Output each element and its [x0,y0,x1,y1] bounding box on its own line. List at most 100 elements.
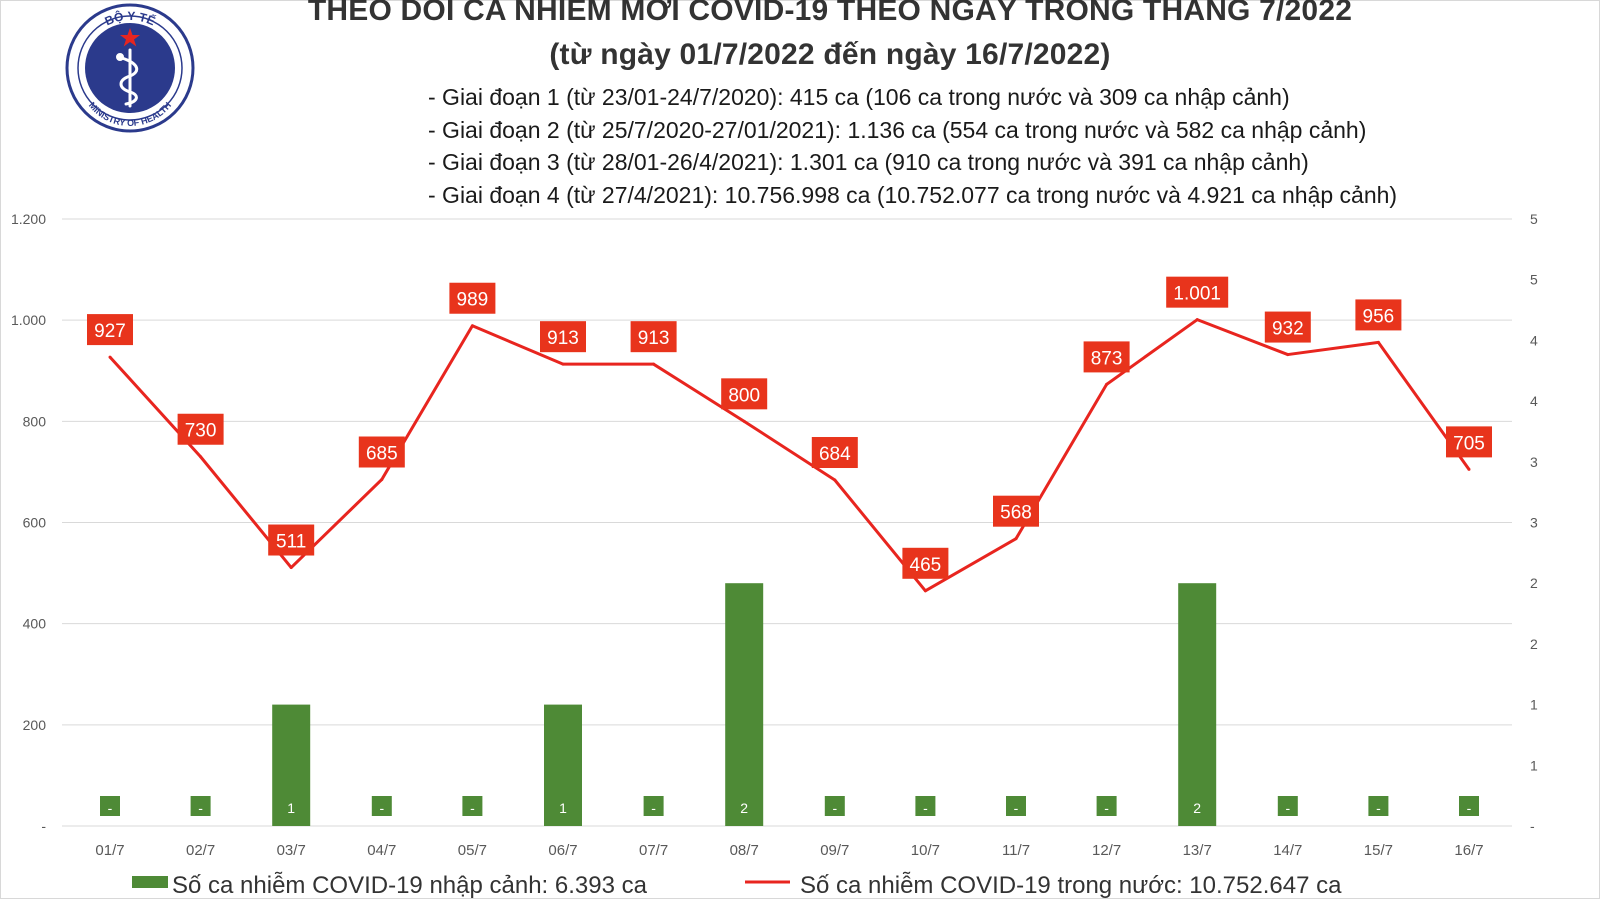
x-axis-tick: 11/7 [1002,842,1030,859]
bar-imported-cases [1178,583,1217,826]
right-axis-tick: 2 [1530,575,1538,591]
phase-2-summary: - Giai đoạn 2 (từ 25/7/2020-27/01/2021):… [428,117,1367,143]
line-point [652,362,656,366]
phase-4-summary: - Giai đoạn 4 (từ 27/4/2021): 10.756.998… [428,182,1398,208]
bar-imported-cases [272,704,311,826]
bar-data-label: - [1014,800,1019,816]
x-axis-tick: 01/7 [95,842,124,859]
bar-zero-marker [1277,796,1298,816]
right-axis-tick: 5 [1530,211,1538,227]
x-axis-tick: 03/7 [277,842,306,859]
left-axis-tick: 1.200 [11,211,46,227]
line-data-label: 684 [819,444,851,465]
bar-zero-marker [100,796,120,816]
left-axis-tick: 800 [23,413,47,429]
bar-data-label: - [108,800,113,816]
x-axis-tick: 16/7 [1454,842,1483,859]
line-label-box [449,282,496,314]
line-point [1286,353,1290,357]
x-axis-tick: 15/7 [1364,842,1393,859]
line-label-box [268,524,315,556]
line-label-box [540,321,586,353]
right-axis-tick: 1 [1530,757,1538,773]
line-data-label: 511 [276,532,306,553]
line-label-box [358,436,405,468]
line-point [199,455,203,459]
x-axis-tick: 08/7 [730,842,759,859]
line-label-box [177,413,224,445]
bar-data-label: - [651,800,656,816]
bar-data-label: 1 [287,800,295,816]
line-label-box [87,314,133,346]
star-icon [120,28,140,47]
line-data-label: 873 [1091,348,1123,369]
line-point [742,419,746,423]
bar-zero-marker [1096,796,1117,816]
right-axis-tick: 3 [1530,454,1538,470]
bar-data-label: - [1376,800,1381,816]
line-data-label: 730 [185,421,217,442]
line-data-label: 913 [638,328,670,349]
x-axis-tick: 09/7 [820,842,849,859]
left-axis-tick: 200 [23,717,47,733]
bar-zero-marker [190,796,211,816]
bar-zero-marker [1368,796,1389,816]
x-axis-tick: 10/7 [911,842,940,859]
x-axis-tick: 14/7 [1273,842,1302,859]
bar-zero-marker [1459,796,1479,816]
bar-data-label: 2 [740,800,748,816]
left-axis-tick: 1.000 [11,312,46,328]
line-label-box [811,437,858,469]
line-data-label: 568 [1000,503,1032,524]
phase-1-summary: - Giai đoạn 1 (từ 23/01-24/7/2020): 415 … [428,84,1290,110]
line-data-label: 465 [910,555,942,576]
bar-data-label: - [198,800,203,816]
line-data-label: 956 [1363,306,1395,327]
right-axis-tick: 3 [1530,515,1538,531]
line-label-box [1355,299,1402,331]
bar-zero-marker [824,796,845,816]
x-axis-tick: 06/7 [548,842,577,859]
legend-swatch-imported [132,876,168,888]
bar-zero-marker [1006,796,1026,816]
legend-label-imported: Số ca nhiễm COVID-19 nhập cảnh: 6.393 ca [172,872,648,899]
line-point [923,589,927,593]
right-axis-tick: 2 [1530,636,1538,652]
chart-title: THEO DÕI CA NHIỄM MỚI COVID-19 THEO NGÀY… [307,0,1353,27]
line-point [1376,340,1380,344]
line-data-label: 705 [1453,433,1485,454]
line-point [561,362,565,366]
right-axis-tick: 4 [1530,393,1538,409]
line-label-box [1264,311,1311,343]
line-point [1467,467,1471,471]
line-point [470,324,474,328]
bar-zero-marker [643,796,664,816]
bar-imported-cases [725,583,764,826]
right-axis-tick: 4 [1530,332,1538,348]
line-domestic-cases [108,318,1471,593]
line-label-box [1083,341,1130,373]
line-point [1014,537,1018,541]
x-axis-tick: 07/7 [639,842,668,859]
caduceus-icon [116,48,139,108]
bar-zero-marker [462,796,483,816]
line-label-box [721,378,768,410]
line-point [1105,382,1109,386]
bar-data-label: - [379,800,384,816]
line-point [1195,318,1199,322]
line-label-box [902,547,949,579]
line-label-box [1446,426,1492,458]
right-axis-tick: 5 [1530,272,1538,288]
bar-data-label: - [1285,800,1290,816]
bar-data-label: 2 [1193,800,1201,816]
line-data-label: 932 [1272,319,1304,340]
bar-data-label: 1 [559,800,567,816]
bar-data-label: - [923,800,928,816]
x-axis-tick: 04/7 [367,842,396,859]
line-point [108,355,112,359]
logo-text-top: BỘ Y TẾ [103,8,158,28]
line-data-label: 800 [728,385,760,406]
line-data-label: 989 [457,290,489,311]
line-data-label: 913 [547,328,579,349]
